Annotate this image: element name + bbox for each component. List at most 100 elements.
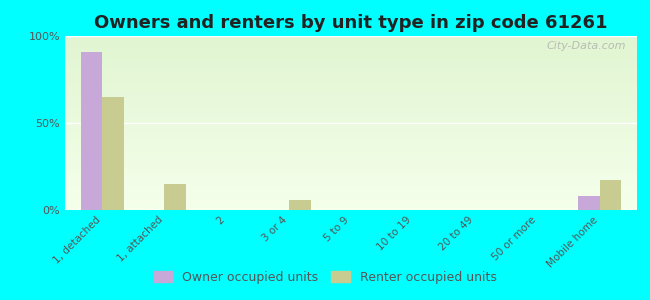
Bar	[65, 119, 637, 121]
Bar	[65, 175, 637, 177]
Bar	[65, 60, 637, 62]
Bar	[65, 107, 637, 109]
Bar	[65, 69, 637, 71]
Bar	[65, 144, 637, 146]
Bar	[65, 93, 637, 95]
Legend: Owner occupied units, Renter occupied units: Owner occupied units, Renter occupied un…	[150, 267, 500, 288]
Bar	[65, 88, 637, 90]
Bar	[600, 180, 621, 210]
Bar	[65, 180, 637, 182]
Bar	[65, 173, 637, 175]
Bar	[65, 167, 637, 168]
Bar	[65, 95, 637, 97]
Bar	[65, 114, 637, 116]
Bar	[65, 186, 637, 188]
Bar	[81, 52, 102, 210]
Bar	[65, 73, 637, 74]
Bar	[65, 139, 637, 140]
Bar	[65, 140, 637, 142]
Bar	[65, 78, 637, 80]
Bar	[65, 57, 637, 58]
Bar	[65, 177, 637, 179]
Bar	[65, 191, 637, 193]
Bar	[65, 48, 637, 50]
Bar	[65, 118, 637, 119]
Bar	[65, 116, 637, 118]
Bar	[65, 53, 637, 55]
Bar	[65, 81, 637, 83]
Bar	[65, 109, 637, 111]
Bar	[65, 52, 637, 53]
Bar	[65, 196, 637, 198]
Bar	[65, 137, 637, 139]
Bar	[65, 168, 637, 170]
Bar	[65, 100, 637, 102]
Bar	[65, 154, 637, 156]
Text: City-Data.com: City-Data.com	[546, 41, 625, 51]
Bar	[65, 203, 637, 205]
Bar	[65, 182, 637, 184]
Bar	[65, 41, 637, 43]
Bar	[578, 196, 600, 210]
Bar	[65, 206, 637, 208]
Bar	[65, 132, 637, 134]
Bar	[65, 125, 637, 127]
Bar	[65, 194, 637, 196]
Bar	[65, 76, 637, 78]
Bar	[65, 62, 637, 64]
Bar	[65, 127, 637, 128]
Bar	[65, 111, 637, 112]
Bar	[65, 40, 637, 41]
Bar	[65, 135, 637, 137]
Bar	[102, 97, 124, 210]
Bar	[65, 86, 637, 88]
Bar	[65, 142, 637, 144]
Bar	[65, 201, 637, 203]
Bar	[65, 208, 637, 210]
Bar	[65, 92, 637, 93]
Bar	[65, 102, 637, 104]
Bar	[65, 99, 637, 100]
Bar	[65, 146, 637, 147]
Bar	[65, 134, 637, 135]
Bar	[65, 106, 637, 107]
Bar	[65, 112, 637, 114]
Bar	[65, 46, 637, 48]
Bar	[65, 123, 637, 125]
Bar	[65, 188, 637, 189]
Bar	[65, 160, 637, 161]
Bar	[65, 58, 637, 60]
Bar	[65, 67, 637, 69]
Title: Owners and renters by unit type in zip code 61261: Owners and renters by unit type in zip c…	[94, 14, 608, 32]
Bar	[65, 130, 637, 132]
Bar	[65, 179, 637, 180]
Bar	[65, 128, 637, 130]
Bar	[164, 184, 187, 210]
Bar	[65, 172, 637, 173]
Bar	[65, 147, 637, 149]
Bar	[65, 104, 637, 106]
Bar	[65, 170, 637, 172]
Bar	[65, 205, 637, 206]
Bar	[65, 71, 637, 73]
Bar	[65, 151, 637, 153]
Bar	[289, 200, 311, 210]
Bar	[65, 55, 637, 57]
Bar	[65, 184, 637, 186]
Bar	[65, 90, 637, 92]
Bar	[65, 97, 637, 99]
Bar	[65, 156, 637, 158]
Bar	[65, 161, 637, 163]
Bar	[65, 36, 637, 38]
Bar	[65, 193, 637, 194]
Bar	[65, 80, 637, 81]
Bar	[65, 158, 637, 160]
Bar	[65, 153, 637, 154]
Bar	[65, 45, 637, 46]
Bar	[65, 198, 637, 200]
Bar	[65, 165, 637, 167]
Bar	[65, 38, 637, 40]
Bar	[65, 163, 637, 165]
Bar	[65, 85, 637, 86]
Bar	[65, 121, 637, 123]
